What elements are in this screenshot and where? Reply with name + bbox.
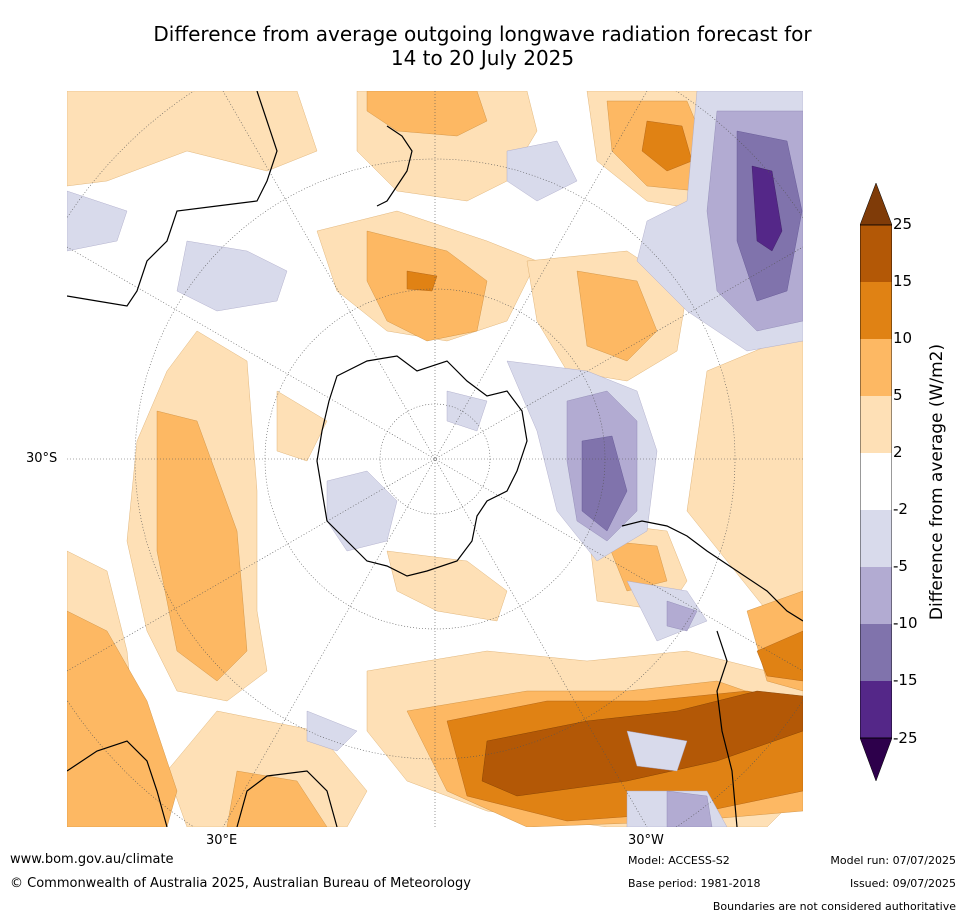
colorbar-neg15-neg10 — [860, 624, 892, 681]
colorbar-tick-neg25: -25 — [893, 729, 918, 747]
graticule — [67, 91, 803, 827]
colorbar-tick-neg10: -10 — [893, 614, 918, 632]
colorbar-tick-5: 5 — [893, 386, 903, 404]
colorbar-2-5 — [860, 396, 892, 453]
coast-antarctica — [316, 355, 528, 577]
colorbar-neg25-neg15 — [860, 681, 892, 738]
lon-label-30w: 30°W — [628, 833, 664, 848]
colorbar-neg5-neg2 — [860, 510, 892, 567]
colorbar-tick-25: 25 — [893, 215, 913, 233]
coast-south-america — [621, 520, 803, 827]
colorbar-title: Difference from average (W/m2) — [927, 343, 947, 621]
footer-url[interactable]: www.bom.gov.au/climate — [10, 852, 174, 867]
footer-copyright: © Commonwealth of Australia 2025, Austra… — [10, 876, 471, 891]
footer-issued: Issued: 09/07/2025 — [849, 877, 956, 890]
title-line-1: Difference from average outgoing longwav… — [153, 22, 812, 46]
title-line-2: 14 to 20 July 2025 — [390, 46, 575, 70]
anomaly-map — [67, 91, 803, 827]
coast-australia — [67, 91, 278, 307]
colorbar-neg10-neg5 — [860, 567, 892, 624]
colorbar-15-25 — [860, 225, 892, 282]
coast-africa — [67, 740, 338, 827]
colorbar-tick-10: 10 — [893, 329, 913, 347]
lat-label-30s: 30°S — [26, 451, 58, 466]
lon-label-30e: 30°E — [206, 833, 238, 848]
colorbar-tick-2: 2 — [893, 443, 903, 461]
colorbar-10-15 — [860, 282, 892, 339]
colorbar-tick-neg15: -15 — [893, 671, 918, 689]
colorbar — [860, 183, 892, 781]
footer-model: Model: ACCESS-S2 — [628, 854, 730, 867]
coast-new-zealand — [376, 125, 413, 207]
colorbar-5-10 — [860, 339, 892, 396]
colorbar-extend-low — [860, 737, 892, 781]
footer-model-run: Model run: 07/07/2025 — [830, 854, 956, 867]
footer-disclaimer: Boundaries are not considered authoritat… — [712, 900, 956, 913]
footer-base-period: Base period: 1981-2018 — [628, 877, 761, 890]
colorbar-tick-neg2: -2 — [893, 500, 908, 518]
coastlines — [67, 91, 803, 827]
colorbar-tick-neg5: -5 — [893, 557, 908, 575]
colorbar-tick-15: 15 — [893, 272, 913, 290]
anomaly-neg15-neg25-regions — [751, 165, 783, 252]
colorbar-extend-high — [860, 183, 892, 226]
colorbar-neg2-2 — [860, 453, 892, 510]
map-title: Difference from average outgoing longwav… — [0, 22, 965, 70]
